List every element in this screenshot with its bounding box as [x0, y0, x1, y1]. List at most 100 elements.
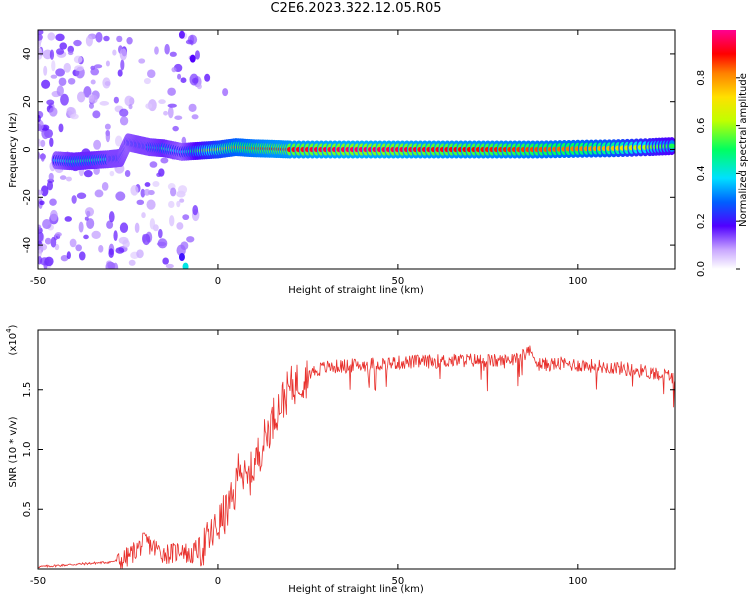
heatmap-speckle [55, 33, 65, 42]
heatmap-speckle [86, 218, 95, 229]
heatmap-speckle [104, 123, 111, 130]
heatmap-blob [178, 30, 185, 39]
heatmap-speckle [78, 251, 86, 261]
heatmap-speckle [169, 215, 175, 227]
heatmap-x-axis-label: Height of straight line (km) [288, 285, 424, 296]
heatmap-speckle [185, 39, 194, 45]
heatmap-speckle [76, 91, 86, 103]
heatmap-speckle [49, 107, 58, 117]
heatmap-blob [178, 253, 185, 262]
heatmap-speckle [44, 237, 52, 245]
heatmap-speckle [59, 175, 67, 180]
heatmap-speckle [67, 51, 74, 56]
heatmap-speckle [128, 259, 136, 266]
heatmap-speckle [93, 139, 102, 150]
heatmap-speckle [126, 37, 133, 45]
heatmap-speckle [194, 50, 200, 60]
colorbar-tick-label: 0.4 [696, 165, 707, 181]
colorbar-tick-label: 0.8 [696, 70, 707, 86]
colorbar: 0.0 0.2 0.4 0.6 0.8 Normalized spectral ampl… [696, 30, 749, 277]
colorbar-gradient [712, 30, 736, 269]
heatmap-speckle [179, 198, 185, 203]
heatmap-speckle [112, 262, 119, 269]
heatmap-speckle [46, 180, 54, 191]
heatmap-speckle [43, 65, 48, 76]
snr-x-tick-label: 100 [568, 576, 587, 587]
heatmap-y-tick-label: -40 [22, 237, 33, 253]
heatmap-speckle [40, 185, 49, 197]
heatmap-speckle [114, 135, 123, 147]
heatmap-speckle [178, 185, 188, 195]
heatmap-speckle [105, 130, 111, 143]
heatmap-speckle [172, 125, 179, 132]
heatmap-speckle [58, 123, 64, 133]
heatmap-panel: -50 0 50 100 -40 -20 0 20 40 Height of straight… [8, 29, 676, 296]
heatmap-speckle [108, 211, 115, 223]
heatmap-speckle [41, 79, 51, 89]
heatmap-speckle [84, 216, 89, 221]
heatmap-x-tick-label: 100 [568, 276, 587, 287]
heatmap-x-ticks: -50 0 50 100 [30, 30, 587, 287]
heatmap-speckle [176, 244, 186, 257]
heatmap-blob [222, 88, 229, 97]
snr-y-tick-label: 1.5 [22, 382, 33, 398]
heatmap-speckle [84, 207, 95, 217]
heatmap-speckle [50, 236, 57, 248]
heatmap-x-tick-label: 50 [392, 276, 405, 287]
heatmap-speckle [39, 257, 50, 266]
heatmap-speckle [49, 198, 57, 206]
heatmap-speckle [38, 231, 44, 242]
heatmap-speckle [124, 169, 131, 178]
snr-series-line [38, 345, 675, 569]
heatmap-speckle [42, 218, 52, 230]
heatmap-speckle [73, 39, 82, 47]
heatmap-speckle [56, 85, 64, 97]
heatmap-speckle [116, 35, 123, 43]
heatmap-speckle [105, 60, 110, 67]
heatmap-speckle [90, 67, 100, 76]
heatmap-speckle [136, 249, 144, 259]
heatmap-speckle [76, 192, 87, 200]
heatmap-speckle [182, 214, 190, 221]
heatmap-speckle [156, 172, 162, 177]
heatmap-speckle [145, 103, 153, 109]
heatmap-speckle [192, 204, 199, 216]
heatmap-speckle [67, 45, 75, 54]
heatmap-speckle [69, 238, 77, 248]
heatmap-speckle [158, 99, 166, 105]
heatmap-speckle [60, 93, 69, 106]
heatmap-speckle [115, 191, 126, 201]
heatmap-speckle [51, 60, 56, 72]
heatmap-speckle [176, 222, 184, 230]
heatmap-speckle [113, 96, 119, 104]
heatmap-y-tick-label: 20 [22, 95, 33, 108]
heatmap-speckle [94, 64, 103, 69]
heatmap-speckle [186, 236, 195, 243]
heatmap-speckle [38, 189, 44, 196]
heatmap-speckle [56, 48, 65, 55]
snr-y-tick-label: 0.5 [22, 501, 33, 517]
heatmap-speckle [48, 172, 54, 181]
heatmap-speckle [38, 249, 43, 257]
heatmap-speckle [83, 234, 89, 240]
heatmap-y-tick-label: -20 [22, 189, 33, 205]
heatmap-speckle [128, 104, 133, 110]
heatmap-speckle [40, 153, 45, 162]
heatmap-speckle [71, 195, 77, 204]
heatmap-speckle [75, 244, 83, 252]
heatmap-speckle [167, 106, 174, 119]
heatmap-speckle [165, 263, 174, 269]
heatmap-speckle [55, 232, 62, 237]
heatmap-x-tick-label: 0 [215, 276, 221, 287]
heatmap-speckle [41, 127, 50, 140]
heatmap-y-axis-label: Frequency (Hz) [8, 112, 19, 188]
heatmap-speckle [122, 239, 130, 248]
heatmap-speckle [91, 230, 101, 239]
heatmap-speckle [167, 103, 177, 108]
heatmap-speckle [119, 108, 129, 117]
heatmap-speckle [105, 261, 115, 269]
heatmap-speckle [38, 119, 44, 131]
heatmap-speckle [49, 49, 55, 60]
colorbar-label: Normalized spectral amplitude [738, 73, 749, 227]
